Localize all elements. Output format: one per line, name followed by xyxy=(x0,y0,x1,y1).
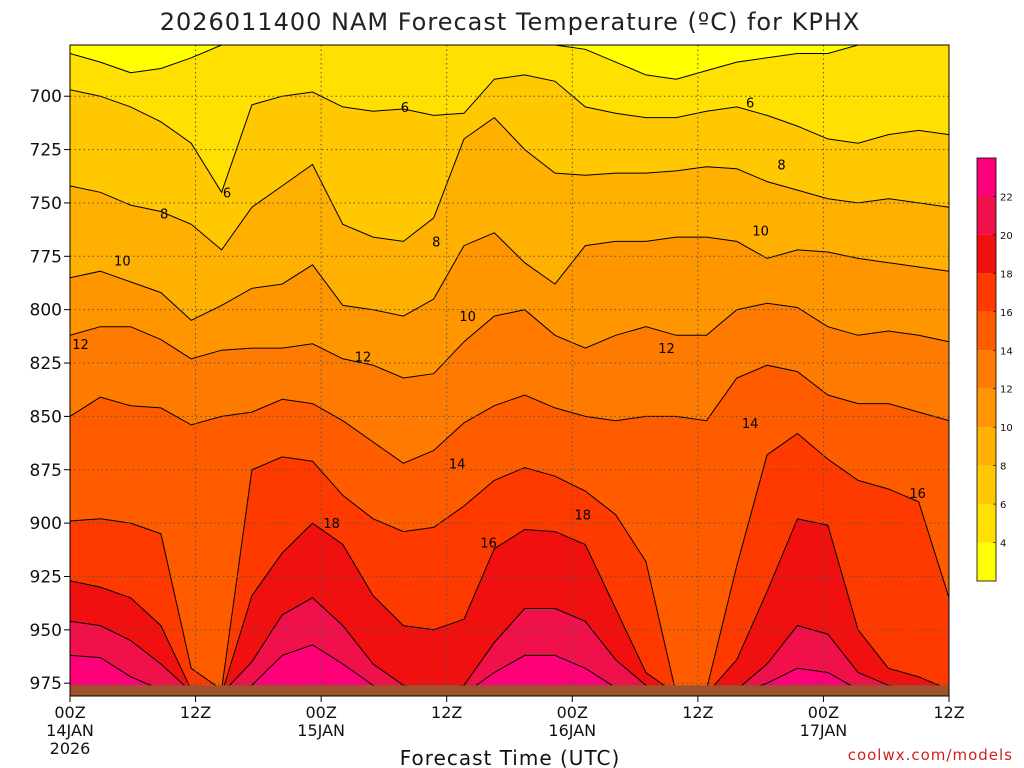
y-tick-label: 950 xyxy=(30,621,62,641)
contour-12 xyxy=(70,302,949,379)
x-tick-line3: 2026 xyxy=(50,739,91,758)
colorbar-label: 4 xyxy=(1000,539,1006,550)
credit-text: coolwx.com/models xyxy=(848,746,1013,764)
contour-label: 10 xyxy=(752,225,769,240)
colorbar-label: 10 xyxy=(1000,423,1013,434)
ground xyxy=(70,685,949,696)
contour-label: 8 xyxy=(777,159,785,174)
chart-title: 2026011400 NAM Forecast Temperature (ºC)… xyxy=(160,8,861,36)
y-tick-label: 875 xyxy=(30,461,62,481)
x-tick-line1: 12Z xyxy=(431,703,462,722)
colorbar-label: 16 xyxy=(1000,308,1013,319)
contour-label: 16 xyxy=(909,487,926,502)
colorbar-label: 8 xyxy=(1000,462,1006,473)
contour-label: 6 xyxy=(746,97,754,112)
colorbar-swatch xyxy=(977,273,996,312)
x-tick-line1: 12Z xyxy=(682,703,713,722)
colorbar-swatch xyxy=(977,158,996,197)
contour-8 xyxy=(70,116,949,251)
y-axis-ticks: 700 725 750 775 800 825 850 875 900 925 950 975 xyxy=(30,87,70,694)
colorbar: 4 6 8 10 12 14 16 18 20 22 xyxy=(976,157,1013,582)
colorbar-swatch xyxy=(977,196,996,235)
contour-10 xyxy=(70,232,949,321)
x-tick-line2: 15JAN xyxy=(297,721,345,740)
colorbar-label: 12 xyxy=(1000,385,1013,396)
y-tick-label: 800 xyxy=(30,301,62,321)
x-tick-line2: 16JAN xyxy=(548,721,596,740)
y-tick-label: 925 xyxy=(30,567,62,587)
x-tick-line1: 12Z xyxy=(933,703,964,722)
contour-label: 8 xyxy=(432,235,440,250)
contour-label: 6 xyxy=(223,186,231,201)
y-tick-label: 825 xyxy=(30,354,62,374)
colorbar-swatch xyxy=(977,234,996,274)
x-tick-line2: 14JAN xyxy=(46,721,94,740)
contour-label: 18 xyxy=(574,509,591,524)
plot-frame xyxy=(69,44,950,697)
contour-label: 8 xyxy=(160,208,168,223)
contour-label: 10 xyxy=(459,310,476,325)
y-tick-label: 725 xyxy=(30,141,62,161)
colorbar-swatch xyxy=(977,388,996,428)
contour-label: 10 xyxy=(114,255,131,270)
x-tick-line1: 00Z xyxy=(808,703,839,722)
y-tick-label: 850 xyxy=(30,407,62,427)
band-22 xyxy=(70,644,949,696)
contour-labels: 6 6 6 8 8 8 10 10 10 12 12 12 14 14 16 16 18 18 xyxy=(72,97,926,552)
colorbar-swatch xyxy=(977,427,996,466)
colorbar-swatch xyxy=(977,311,996,351)
contour-label: 14 xyxy=(742,417,759,432)
contour-label: 18 xyxy=(323,517,340,532)
colorbar-label: 6 xyxy=(1000,500,1006,511)
colorbar-frame xyxy=(976,157,997,582)
contour-label: 12 xyxy=(355,351,372,366)
contour-4 xyxy=(70,45,949,80)
x-tick-line2: 17JAN xyxy=(800,721,848,740)
colorbar-label: 18 xyxy=(1000,269,1013,280)
y-tick-label: 975 xyxy=(30,674,62,694)
x-tick-line1: 12Z xyxy=(180,703,211,722)
temperature-bands xyxy=(70,45,949,696)
colorbar-swatch xyxy=(977,504,996,543)
colorbar-label: 20 xyxy=(1000,231,1013,242)
contour-label: 6 xyxy=(401,101,409,116)
x-tick-line1: 00Z xyxy=(557,703,588,722)
contour-label: 16 xyxy=(480,536,497,551)
colorbar-swatch xyxy=(977,350,996,389)
y-tick-label: 775 xyxy=(30,247,62,267)
colorbar-swatch xyxy=(977,542,996,581)
contour-14 xyxy=(70,364,949,464)
colorbar-swatch xyxy=(977,465,996,505)
colorbar-label: 22 xyxy=(1000,192,1013,203)
contour-label: 12 xyxy=(72,338,89,353)
x-axis-label: Forecast Time (UTC) xyxy=(400,746,621,768)
contour-label: 12 xyxy=(658,342,675,357)
x-tick-line1: 00Z xyxy=(54,703,85,722)
colorbar-label: 14 xyxy=(1000,346,1013,357)
contour-6 xyxy=(70,74,949,194)
y-tick-label: 900 xyxy=(30,514,62,534)
x-tick-line1: 00Z xyxy=(305,703,336,722)
y-tick-label: 700 xyxy=(30,87,62,107)
terrain xyxy=(70,685,949,696)
contour-label: 14 xyxy=(449,457,466,472)
y-tick-label: 750 xyxy=(30,194,62,214)
